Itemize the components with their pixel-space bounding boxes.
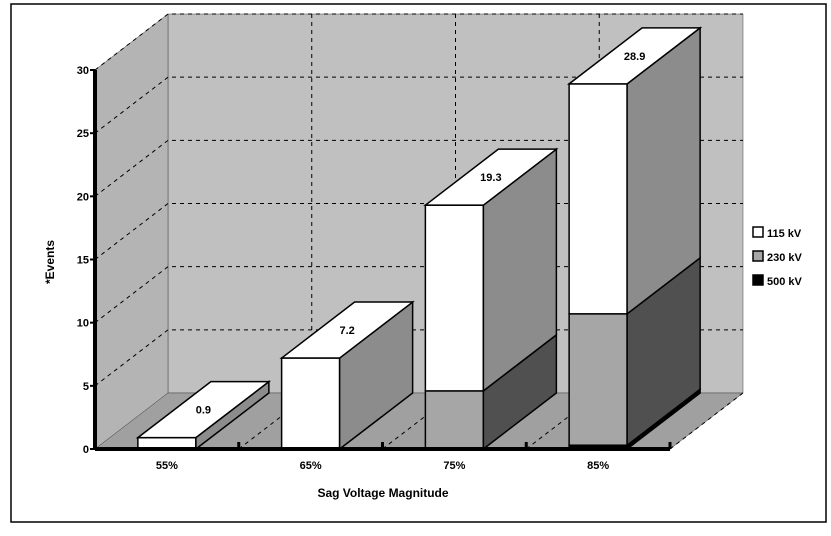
gridline bbox=[94, 13, 743, 71]
data-label: 0.9 bbox=[196, 405, 211, 417]
y-tick-label: 15 bbox=[77, 255, 89, 267]
bar-segment-front bbox=[568, 83, 628, 315]
bar-top bbox=[279, 301, 415, 359]
x-axis-title: Sag Voltage Magnitude bbox=[317, 486, 448, 500]
y-tick-label: 5 bbox=[83, 381, 89, 393]
legend-swatch bbox=[752, 226, 764, 238]
x-tick-label: 65% bbox=[300, 460, 322, 472]
bar-top bbox=[566, 27, 703, 85]
gridline bbox=[94, 139, 743, 197]
x-tick-label: 85% bbox=[587, 460, 609, 472]
legend: 115 kV 230 kV 500 kV bbox=[752, 226, 803, 288]
bar-segment-front bbox=[424, 204, 485, 392]
legend-swatch bbox=[752, 274, 764, 286]
y-tick-label: 25 bbox=[77, 128, 89, 140]
legend-swatch bbox=[752, 250, 764, 262]
y-tick-label: 10 bbox=[77, 318, 89, 330]
x-tick-label: 55% bbox=[156, 460, 178, 472]
bar-segment-front bbox=[280, 357, 341, 450]
bar-top bbox=[135, 380, 272, 439]
y-tick-label: 20 bbox=[77, 191, 89, 203]
x-tick-label: 75% bbox=[443, 460, 465, 472]
data-label: 28.9 bbox=[624, 51, 645, 63]
y-tick-label: 30 bbox=[77, 65, 89, 77]
legend-label: 115 kV bbox=[767, 228, 802, 240]
gridline bbox=[94, 76, 743, 134]
data-label: 19.3 bbox=[480, 172, 501, 184]
bar-segment-front bbox=[424, 390, 485, 450]
y-axis-title: *Events bbox=[43, 240, 57, 284]
bar-segment-front bbox=[568, 313, 628, 446]
y-tick-label: 0 bbox=[83, 444, 89, 456]
bar-top bbox=[423, 148, 559, 206]
data-label: 7.2 bbox=[339, 325, 354, 337]
legend-label: 230 kV bbox=[767, 252, 803, 264]
side-wall bbox=[94, 13, 169, 450]
legend-label: 500 kV bbox=[767, 276, 803, 288]
